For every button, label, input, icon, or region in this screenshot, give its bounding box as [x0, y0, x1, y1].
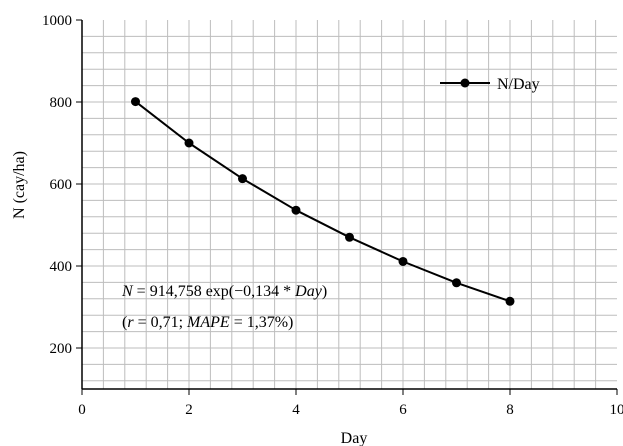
data-point [452, 278, 461, 288]
stats-r-value: = 0,71; [134, 314, 187, 331]
grid-lines [82, 20, 617, 389]
data-point [131, 97, 140, 107]
data-point [184, 138, 194, 148]
legend-marker-symbol [460, 78, 470, 88]
y-tick-label: 800 [50, 95, 73, 111]
legend: N/Day [440, 76, 540, 93]
legend-label: N/Day [497, 76, 540, 93]
data-point [291, 205, 301, 215]
axes [76, 19, 618, 395]
x-tick-label: 0 [78, 402, 86, 418]
data-point [398, 256, 408, 266]
y-tick-label: 400 [50, 259, 73, 275]
equation-day-var: Day [294, 283, 323, 300]
equation-body: = 914,758 exp(−0,134 * [133, 283, 295, 300]
equation-close: ) [322, 283, 327, 300]
data-point [238, 174, 247, 184]
x-tick-label: 2 [185, 402, 193, 418]
series-line [134, 100, 511, 303]
x-tick-label: 10 [610, 402, 623, 418]
stats-open: ( [122, 314, 127, 331]
y-axis-title: N (cay/ha) [11, 151, 28, 219]
x-axis-title: Day [341, 430, 368, 446]
stats-mape-value: = 1,37%) [230, 314, 294, 331]
data-point [505, 296, 515, 306]
stats-mape-var: MAPE [186, 314, 230, 331]
x-tick-label: 4 [292, 402, 300, 418]
tick-labels: 0 2 4 6 8 10 200 400 600 800 1000 [42, 13, 623, 418]
y-tick-label: 1000 [42, 13, 72, 29]
series-layer [131, 97, 515, 306]
equation-line-1: N = 914,758 exp(−0,134 * Day) [121, 283, 327, 300]
equation-line-2: (r = 0,71; MAPE = 1,37%) [122, 314, 293, 331]
data-point [345, 232, 354, 242]
stats-r-var: r [127, 314, 134, 331]
x-tick-label: 8 [506, 402, 514, 418]
equation-lhs-var: N [121, 283, 134, 300]
y-tick-label: 200 [50, 341, 73, 357]
x-tick-label: 6 [399, 402, 407, 418]
y-tick-label: 600 [50, 177, 73, 193]
